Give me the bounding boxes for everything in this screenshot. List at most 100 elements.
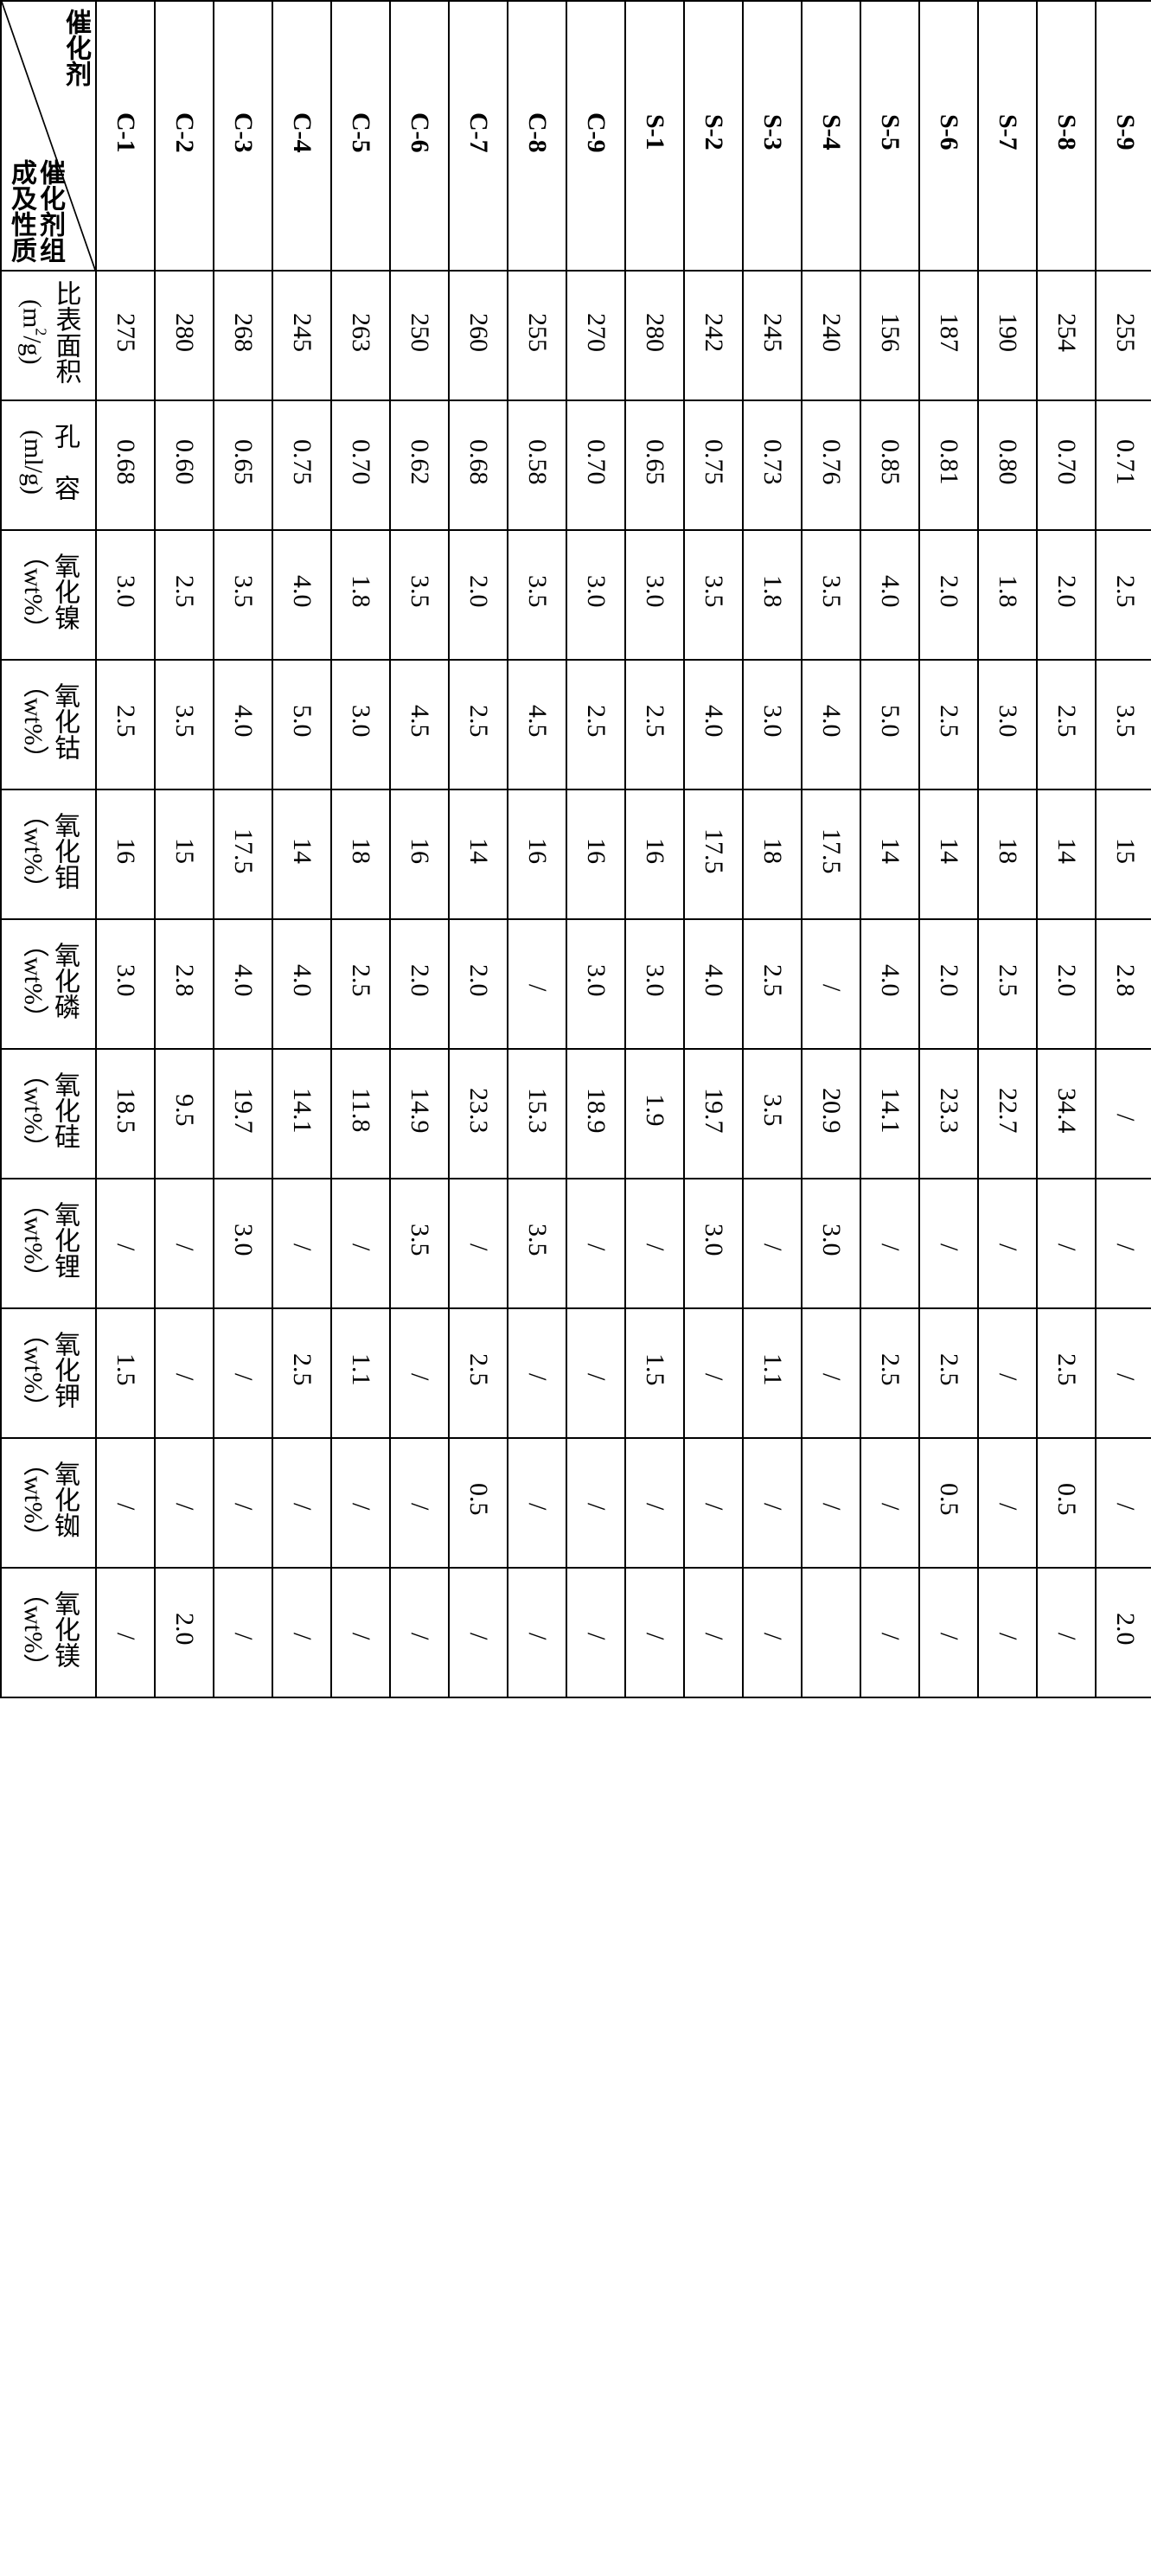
col-header: S-2 xyxy=(684,1,743,271)
data-cell: 19.7 xyxy=(684,1049,743,1179)
data-cell: / xyxy=(508,1568,566,1697)
data-cell: 1.5 xyxy=(625,1308,684,1438)
data-value: 23.3 xyxy=(934,1088,963,1134)
data-cell: 16 xyxy=(625,789,684,919)
data-cell: 18 xyxy=(978,789,1037,919)
data-value: 2.5 xyxy=(993,964,1022,997)
data-value: 14 xyxy=(464,838,493,864)
data-cell: 268 xyxy=(214,271,272,400)
data-cell: 156 xyxy=(860,271,919,400)
data-cell: 4.5 xyxy=(508,660,566,789)
data-cell: 3.0 xyxy=(625,919,684,1049)
col-header-label: S-8 xyxy=(1051,114,1082,150)
data-cell: 3.0 xyxy=(802,1179,860,1308)
row-header: 氧化钼（wt%） xyxy=(1,789,96,919)
data-value: 5.0 xyxy=(875,705,905,738)
data-value: 9.5 xyxy=(169,1094,199,1127)
data-value: 4.0 xyxy=(699,705,728,738)
data-cell: / xyxy=(743,1438,802,1568)
row-header-label: 氧化磷（wt%） xyxy=(17,920,80,1041)
data-cell: / xyxy=(390,1438,449,1568)
data-cell: 17.5 xyxy=(684,789,743,919)
data-cell: 275 xyxy=(96,271,155,400)
data-value: / xyxy=(581,1373,611,1380)
data-cell: 240 xyxy=(802,271,860,400)
data-cell: 4.0 xyxy=(272,530,331,660)
data-cell: 0.70 xyxy=(566,400,625,530)
data-cell: 15.3 xyxy=(508,1049,566,1179)
data-cell: 0.65 xyxy=(214,400,272,530)
data-value: 4.5 xyxy=(405,705,434,738)
col-header-label: S-1 xyxy=(639,114,670,150)
table-row: 氧化钼（wt%）161517.51418161416161617.51817.5… xyxy=(1,789,1151,919)
data-cell: / xyxy=(684,1308,743,1438)
data-value: / xyxy=(228,1503,258,1510)
data-value: 1.9 xyxy=(640,1094,669,1127)
data-value: 0.5 xyxy=(1052,1483,1081,1516)
data-value: 2.5 xyxy=(875,1353,905,1386)
data-value: 16 xyxy=(111,838,140,864)
data-value: 242 xyxy=(699,313,728,352)
col-header: S-8 xyxy=(1037,1,1096,271)
data-cell: 34.4 xyxy=(1037,1049,1096,1179)
data-value: / xyxy=(287,1243,317,1250)
row-header: 氧化钴（wt%） xyxy=(1,660,96,789)
row-header: 比表面积(m2/g) xyxy=(1,271,96,400)
data-cell: 4.0 xyxy=(860,919,919,1049)
data-cell: / xyxy=(390,1308,449,1438)
data-value: 0.71 xyxy=(1110,439,1140,485)
data-value: 14 xyxy=(287,838,317,864)
col-header: S-9 xyxy=(1096,1,1151,271)
data-value: 1.1 xyxy=(346,1353,375,1386)
row-header: 氧化镍（wt%） xyxy=(1,530,96,660)
data-cell: / xyxy=(743,1179,802,1308)
col-header: S-1 xyxy=(625,1,684,271)
row-header: 氧化硅（wt%） xyxy=(1,1049,96,1179)
data-value: 18 xyxy=(346,838,375,864)
data-cell: 2.5 xyxy=(1037,660,1096,789)
data-value: / xyxy=(1052,1633,1081,1640)
data-cell: 0.5 xyxy=(449,1438,508,1568)
data-cell: / xyxy=(919,1179,978,1308)
data-value: 15.3 xyxy=(522,1088,552,1134)
data-value: 3.5 xyxy=(522,575,552,608)
data-value: 0.70 xyxy=(1052,439,1081,485)
col-header-label: C-7 xyxy=(463,112,494,153)
data-value: 3.0 xyxy=(346,705,375,738)
data-value: / xyxy=(875,1633,905,1640)
data-value: / xyxy=(1110,1373,1140,1380)
col-header-label: C-3 xyxy=(227,112,259,153)
data-value: 17.5 xyxy=(816,828,846,874)
data-value: / xyxy=(522,1373,552,1380)
data-cell: 0.60 xyxy=(155,400,214,530)
data-cell: 263 xyxy=(331,271,390,400)
data-value: / xyxy=(111,1633,140,1640)
data-value: 3.5 xyxy=(758,1094,787,1127)
data-cell: 3.0 xyxy=(743,660,802,789)
data-cell: / xyxy=(96,1568,155,1697)
data-value: 2.0 xyxy=(1052,575,1081,608)
data-cell: 3.5 xyxy=(1096,660,1151,789)
data-value: 3.0 xyxy=(640,575,669,608)
data-cell: 2.5 xyxy=(743,919,802,1049)
corner-top-label: 催化剂 xyxy=(61,9,90,86)
data-cell: 0.75 xyxy=(272,400,331,530)
data-value: 0.68 xyxy=(464,439,493,485)
data-value: 255 xyxy=(522,313,552,352)
data-value: / xyxy=(875,1243,905,1250)
data-cell: 3.5 xyxy=(155,660,214,789)
data-cell: 270 xyxy=(566,271,625,400)
data-cell: 0.58 xyxy=(508,400,566,530)
data-cell: 2.5 xyxy=(919,660,978,789)
data-value: 0.75 xyxy=(699,439,728,485)
data-cell: 1.8 xyxy=(743,530,802,660)
data-value: 3.0 xyxy=(581,575,611,608)
data-value: / xyxy=(581,1503,611,1510)
data-cell: 14 xyxy=(919,789,978,919)
data-cell: 2.0 xyxy=(919,530,978,660)
col-header-label: C-2 xyxy=(169,112,200,153)
data-value: 1.5 xyxy=(640,1353,669,1386)
data-cell: 3.5 xyxy=(390,1179,449,1308)
data-cell: 2.0 xyxy=(449,530,508,660)
data-value: 18 xyxy=(758,838,787,864)
